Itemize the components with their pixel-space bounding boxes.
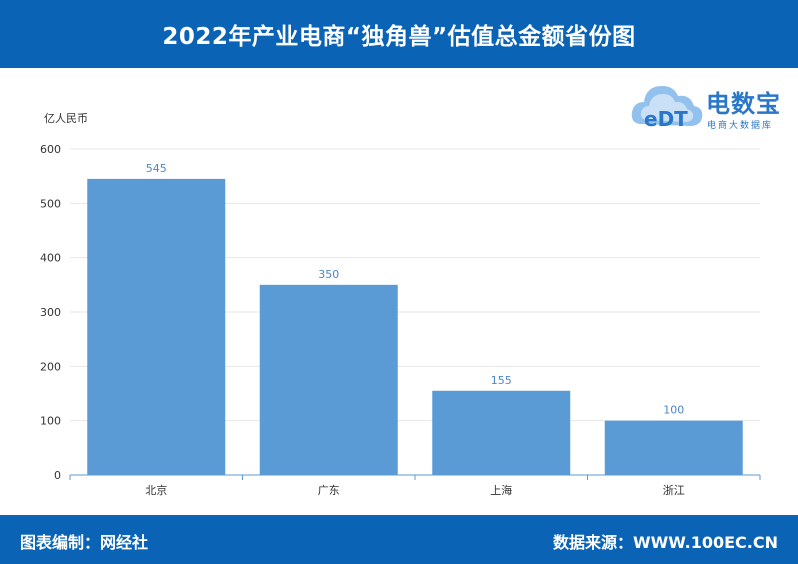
footer-bar: 图表编制：网经社 数据来源：WWW.100EC.CN: [0, 515, 798, 564]
footer-source: 数据来源：WWW.100EC.CN: [552, 533, 778, 552]
y-tick-label: 100: [40, 415, 61, 428]
cloud-icon: eDT: [631, 86, 703, 131]
data-label: 100: [663, 404, 684, 417]
x-category-label: 浙江: [663, 484, 685, 497]
y-tick-label: 200: [40, 360, 61, 373]
y-tick-label: 300: [40, 306, 61, 319]
page-title: 2022年产业电商“独角兽”估值总金额省份图: [162, 24, 636, 50]
footer-credit: 图表编制：网经社: [20, 533, 149, 552]
y-axis-unit: 亿人民币: [44, 112, 88, 125]
logo-mark: eDT: [644, 107, 688, 131]
bar-2: [432, 390, 571, 475]
x-category-label: 上海: [490, 483, 512, 497]
y-tick-label: 0: [54, 469, 61, 482]
x-category-label: 广东: [318, 484, 340, 497]
bar-3: [604, 420, 743, 475]
x-category-label: 北京: [145, 483, 167, 497]
logo: eDT 电数宝 电商大数据库: [630, 74, 790, 138]
bar-1: [259, 284, 398, 475]
bar-0: [87, 178, 226, 475]
header-bar: 2022年产业电商“独角兽”估值总金额省份图: [0, 0, 798, 68]
y-tick-label: 500: [40, 197, 61, 210]
data-labels: 545 350 155 100: [146, 162, 685, 417]
data-label: 350: [318, 268, 339, 281]
logo-subtitle: 电商大数据库: [707, 121, 774, 131]
y-tick-label: 600: [40, 143, 61, 156]
bars: [87, 178, 743, 475]
data-label: 155: [491, 374, 512, 387]
y-tick-label: 400: [40, 252, 61, 265]
y-axis-ticks: 0 100 200 300 400 500 600: [40, 143, 61, 482]
data-label: 545: [146, 162, 167, 175]
logo-brand: 电数宝: [706, 90, 781, 118]
x-axis-categories: 北京 广东 上海 浙江: [69, 475, 761, 497]
